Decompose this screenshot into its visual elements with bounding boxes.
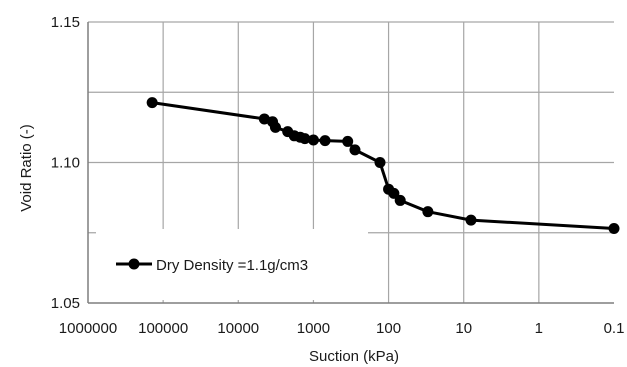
data-point xyxy=(342,135,354,147)
data-point xyxy=(146,97,158,109)
x-tick-label: 1000 xyxy=(297,320,330,337)
legend-marker-symbol xyxy=(128,258,140,270)
y-tick-label: 1.10 xyxy=(51,155,80,172)
axes xyxy=(87,22,614,304)
x-axis-title: Suction (kPa) xyxy=(309,348,399,365)
data-point xyxy=(608,223,620,235)
x-tick-label: 0.1 xyxy=(604,320,625,337)
data-point xyxy=(319,135,331,147)
data-point xyxy=(394,194,406,206)
data-point xyxy=(422,206,434,218)
data-point xyxy=(299,133,311,145)
y-axis-title: Void Ratio (-) xyxy=(18,124,35,212)
gridlines xyxy=(88,21,614,303)
legend: Dry Density =1.1g/cm3 xyxy=(96,229,368,300)
data-point xyxy=(388,187,400,199)
y-tick-label: 1.05 xyxy=(51,295,80,312)
y-tick-label: 1.15 xyxy=(51,14,80,31)
tick-labels: 1000000 100000 10000 1000 100 10 1 0.1 1.05 1.10 1… xyxy=(51,14,625,337)
x-tick-label: 100 xyxy=(376,320,401,337)
series-layer xyxy=(146,97,620,235)
x-tick-label: 1000000 xyxy=(59,320,117,337)
x-tick-label: 10 xyxy=(455,320,472,337)
data-point xyxy=(349,144,361,156)
data-point xyxy=(307,134,319,146)
data-point xyxy=(374,157,386,168)
legend-label: Dry Density =1.1g/cm3 xyxy=(156,257,308,274)
data-point xyxy=(465,214,477,226)
data-point xyxy=(269,121,281,133)
x-tick-label: 1 xyxy=(535,320,543,337)
x-tick-label: 100000 xyxy=(138,320,188,337)
x-tick-label: 10000 xyxy=(217,320,259,337)
